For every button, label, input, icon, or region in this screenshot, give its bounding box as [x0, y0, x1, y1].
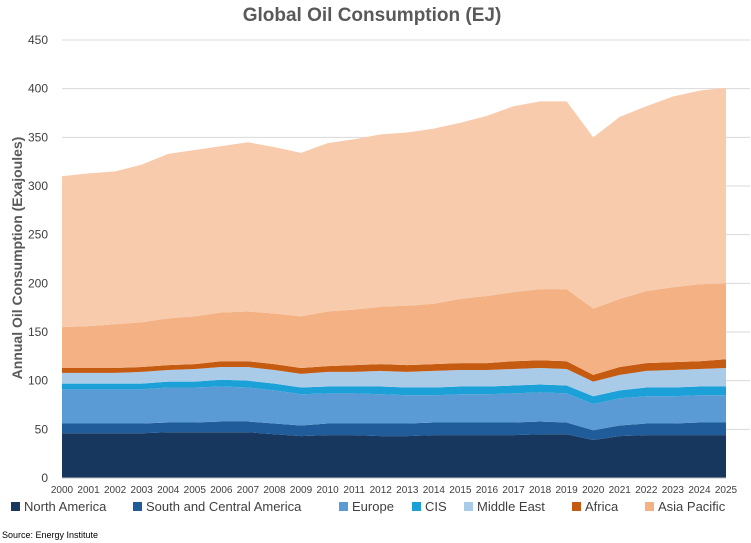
area-series-5	[62, 359, 726, 382]
x-tick-label: 2011	[343, 485, 365, 496]
legend-item: CIS	[412, 499, 447, 514]
y-tick-label: 0	[41, 471, 48, 485]
x-tick-label: 2003	[131, 485, 154, 496]
x-tick-label: 2016	[476, 485, 499, 496]
area-series-group	[62, 87, 726, 478]
legend-item: Asia Pacific	[645, 499, 726, 514]
area-series-6	[62, 283, 726, 375]
x-tick-label: 2012	[370, 485, 393, 496]
y-tick-label: 400	[28, 82, 48, 96]
x-tick-label: 2000	[51, 485, 74, 496]
x-tick-label: 2008	[263, 485, 286, 496]
area-series-2	[62, 386, 726, 431]
x-tick-label: 2004	[157, 485, 180, 496]
x-tick-label: 2005	[184, 485, 207, 496]
x-tick-label: 2024	[688, 485, 711, 496]
legend-item: Europe	[339, 499, 394, 514]
axes: 0 50 100 150 200 250 300 350 400 450 2000 2001 2002 2…	[28, 33, 738, 496]
area-series-0	[62, 432, 726, 478]
x-tick-label: 2022	[635, 485, 658, 496]
legend-swatch	[464, 502, 473, 511]
legend-label: South and Central America	[146, 499, 302, 514]
legend-swatch	[572, 502, 581, 511]
legend-item: Middle East	[464, 499, 545, 514]
x-tick-label: 2007	[237, 485, 260, 496]
area-series-7	[62, 87, 726, 328]
x-tick-label: 2006	[210, 485, 233, 496]
legend-item: South and Central America	[133, 499, 302, 514]
y-tick-label: 450	[28, 33, 48, 47]
x-tick-label: 2013	[396, 485, 419, 496]
legend-item: Africa	[572, 499, 619, 514]
x-tick-label: 2009	[290, 485, 313, 496]
x-tick-label: 2014	[423, 485, 446, 496]
legend-label: Africa	[585, 499, 619, 514]
legend-label: North America	[24, 499, 107, 514]
legend-swatch	[645, 502, 654, 511]
y-tick-label: 250	[28, 228, 48, 242]
x-tick-label: 2023	[662, 485, 685, 496]
legend-label: Middle East	[477, 499, 545, 514]
area-series-3	[62, 379, 726, 405]
x-tick-label: 2019	[556, 485, 579, 496]
legend-label: Asia Pacific	[658, 499, 726, 514]
legend-swatch	[133, 502, 142, 511]
area-series-4	[62, 367, 726, 397]
x-tick-label: 2017	[502, 485, 525, 496]
legend-label: Europe	[352, 499, 394, 514]
source-note: Source: Energy Institute	[2, 530, 98, 540]
y-tick-label: 200	[28, 276, 48, 290]
area-series-1	[62, 421, 726, 441]
y-axis-label: Annual Oil Consumption (Exajoules)	[9, 137, 25, 380]
y-tick-label: 350	[28, 130, 48, 144]
chart-title: Global Oil Consumption (EJ)	[243, 5, 502, 26]
y-tick-label: 300	[28, 179, 48, 193]
legend-swatch	[339, 502, 348, 511]
x-tick-label: 2020	[582, 485, 605, 496]
legend-item: North America	[11, 499, 107, 514]
x-tick-label: 2010	[316, 485, 339, 496]
x-tick-label: 2001	[77, 485, 100, 496]
x-tick-label: 2021	[609, 485, 632, 496]
x-tick-label: 2015	[449, 485, 472, 496]
x-tick-label: 2002	[104, 485, 127, 496]
x-tick-label: 2018	[529, 485, 552, 496]
legend-swatch	[11, 502, 20, 511]
legend-label: CIS	[425, 499, 447, 514]
legend: North America South and Central America Eu…	[11, 499, 726, 514]
x-tick-label: 2025	[715, 485, 738, 496]
y-tick-label: 50	[35, 422, 49, 436]
y-tick-label: 100	[28, 374, 48, 388]
legend-swatch	[412, 502, 421, 511]
y-tick-label: 150	[28, 325, 48, 339]
